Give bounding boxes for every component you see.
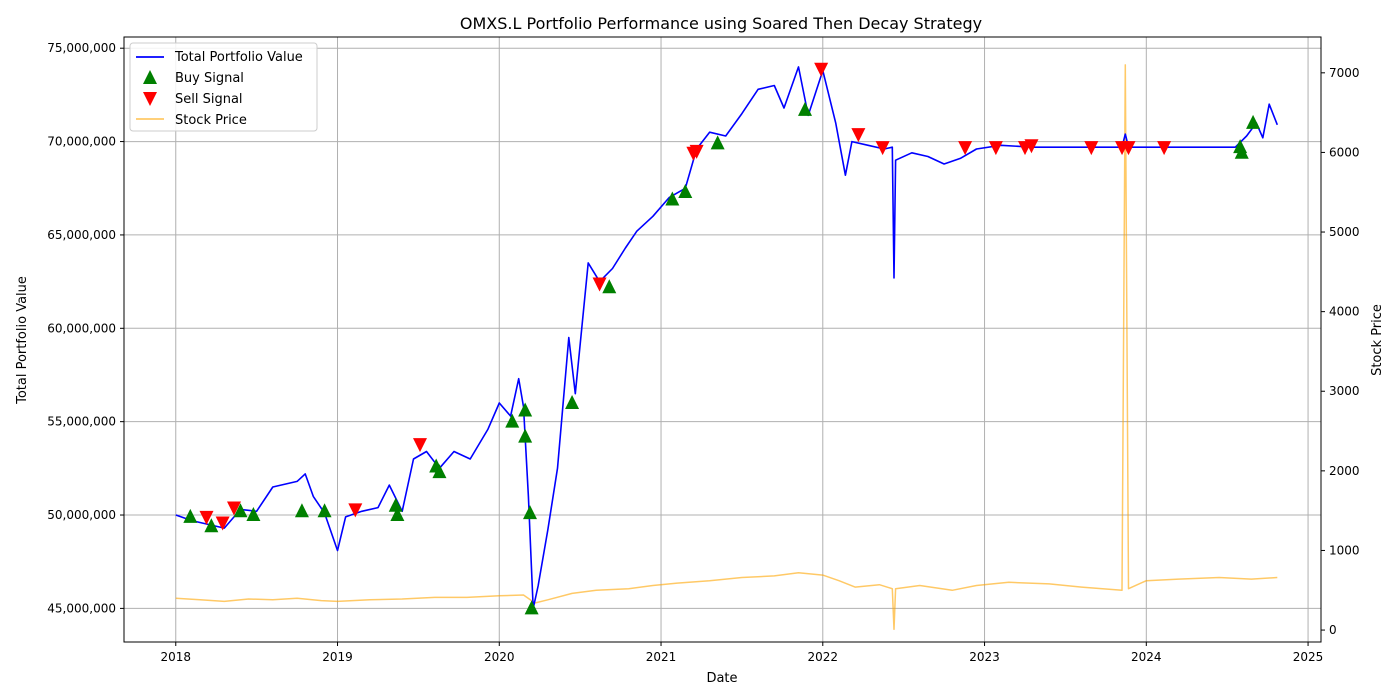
y-right-tick-label: 2000 (1329, 464, 1360, 478)
y-right-tick-label: 1000 (1329, 543, 1360, 557)
buy-signal-marker (665, 191, 680, 206)
y-right-tick-label: 7000 (1329, 66, 1360, 80)
series-line-stock-price (175, 64, 1278, 631)
y-left-tick-label: 70,000,000 (47, 135, 116, 149)
sell-signal-marker (958, 141, 973, 156)
x-axis: 2018 2019 2020 2021 2022 2023 2024 2025 (160, 642, 1323, 664)
buy-signal-marker (710, 135, 725, 150)
sell-signal-marker (1024, 139, 1039, 154)
legend-box (129, 42, 318, 132)
y-right-tick-label: 6000 (1329, 145, 1360, 159)
buy-signal-marker (294, 503, 309, 518)
buy-signal-marker (505, 413, 520, 428)
x-axis-label: Date (706, 671, 737, 686)
y-axis-left-label: Total Portfolio Value (15, 276, 30, 405)
y-left-tick-label: 60,000,000 (47, 321, 116, 335)
sell-signal-marker (413, 438, 428, 453)
legend-label-buy: Buy Signal (175, 71, 244, 86)
buy-signal-marker (678, 183, 693, 198)
chart-title: OMXS.L Portfolio Performance using Soare… (460, 14, 982, 33)
sell-signal-marker (1157, 141, 1172, 156)
y-right-tick-label: 5000 (1329, 225, 1360, 239)
buy-signal-marker (602, 279, 617, 294)
sell-signal-marker (226, 501, 241, 516)
sell-signal-marker (348, 503, 363, 518)
buy-signal-marker (1234, 144, 1249, 159)
sell-signal-marker (988, 141, 1003, 156)
legend-label-portfolio: Total Portfolio Value (174, 50, 303, 65)
buy-signal-marker (317, 503, 332, 518)
buy-signal-marker (388, 497, 403, 512)
legend-label-stock: Stock Price (175, 113, 247, 128)
buy-signal-marker (523, 505, 538, 520)
y-left-tick-label: 45,000,000 (47, 601, 116, 615)
sell-signal-marker (199, 510, 214, 525)
legend: Total Portfolio Value Buy Signal Sell Si… (129, 42, 318, 132)
x-tick-label: 2024 (1131, 650, 1162, 664)
y-left-tick-label: 55,000,000 (47, 415, 116, 429)
legend-label-sell: Sell Signal (175, 92, 243, 107)
x-tick-label: 2023 (969, 650, 1000, 664)
y-axis-right-label: Stock Price (1370, 304, 1385, 376)
buy-signal-marker (565, 394, 580, 409)
buy-signal-marker (246, 507, 261, 522)
buy-signal-marker (1246, 114, 1261, 129)
y-left-tick-label: 65,000,000 (47, 228, 116, 242)
x-tick-label: 2022 (808, 650, 839, 664)
y-axis-right: 0 1000 2000 3000 4000 5000 6000 7000 (1321, 66, 1360, 637)
sell-signal-marker (1084, 141, 1099, 156)
sell-signal-marker (215, 516, 230, 531)
plot-signals (183, 62, 1261, 615)
sell-signal-marker (851, 128, 866, 143)
sell-signal-marker (875, 141, 890, 156)
buy-signal-marker (390, 507, 405, 522)
x-tick-label: 2025 (1293, 650, 1324, 664)
y-right-tick-label: 3000 (1329, 384, 1360, 398)
buy-signal-marker (797, 101, 812, 116)
y-right-tick-label: 4000 (1329, 305, 1360, 319)
buy-signal-marker (204, 518, 219, 533)
y-left-tick-label: 50,000,000 (47, 508, 116, 522)
sell-signal-marker (1121, 141, 1136, 156)
x-tick-label: 2018 (160, 650, 191, 664)
plot-frame (123, 36, 1322, 643)
series-line-portfolio-value (175, 66, 1279, 610)
legend-swatch-sell (143, 92, 157, 106)
sell-signal-marker (689, 144, 704, 159)
x-tick-label: 2021 (646, 650, 677, 664)
buy-signal-marker (518, 428, 533, 443)
buy-signal-marker (518, 402, 533, 417)
plot-series (175, 64, 1279, 631)
x-tick-label: 2019 (322, 650, 353, 664)
legend-swatch-buy (143, 70, 157, 84)
buy-signal-marker (432, 464, 447, 479)
y-right-tick-label: 0 (1329, 623, 1337, 637)
y-axis-left: 45,000,000 50,000,000 55,000,000 60,000,000… (47, 41, 124, 615)
sell-signal-marker (814, 62, 829, 77)
buy-signal-marker (524, 600, 539, 615)
sell-signal-marker (592, 277, 607, 292)
buy-signal-marker (183, 508, 198, 523)
x-tick-label: 2020 (484, 650, 515, 664)
buy-signal-marker (233, 503, 248, 518)
y-left-tick-label: 75,000,000 (47, 41, 116, 55)
